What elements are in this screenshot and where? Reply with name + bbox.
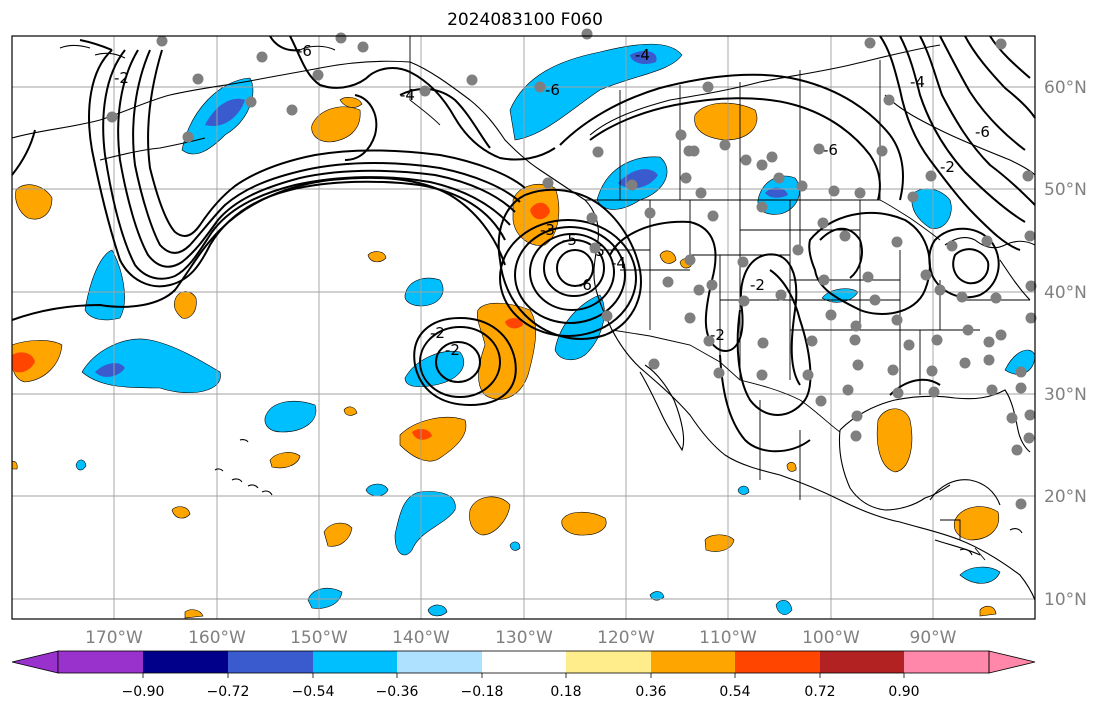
station-dots <box>106 28 1037 510</box>
lat-label: 60°N <box>1044 78 1087 98</box>
colorbar-tick: 0.54 <box>719 684 750 700</box>
lat-label: 30°N <box>1044 385 1087 405</box>
contour-label: -2 <box>445 341 460 359</box>
colorbar-tick: 0.72 <box>804 684 835 700</box>
map-title: 2024083100 F060 <box>447 10 603 30</box>
contour-label: -2 <box>114 69 129 87</box>
lon-label: 140°W <box>392 628 450 648</box>
contour-label: -6 <box>297 42 312 60</box>
contour-label: -4 <box>400 86 415 104</box>
lat-label: 40°N <box>1044 283 1087 303</box>
contour-label: -4 <box>910 73 925 91</box>
lon-label: 120°W <box>597 628 655 648</box>
colorbar: −0.90 −0.72 −0.54 −0.36 −0.18 0.18 0.36 … <box>11 650 1036 700</box>
lon-label: 150°W <box>290 628 348 648</box>
coastlines <box>11 44 1036 601</box>
longitude-labels: 170°W 160°W 150°W 140°W 130°W 120°W 110°… <box>85 628 957 648</box>
contour-label: -4 <box>635 46 650 64</box>
colorbar-swatch <box>566 651 651 673</box>
contour-label: -2 <box>430 324 445 342</box>
lat-label: 10°N <box>1044 590 1087 610</box>
colorbar-min-arrow <box>11 650 59 674</box>
colorbar-tick: 0.36 <box>635 684 666 700</box>
contour-label: -6 <box>975 123 990 141</box>
anomaly-shading <box>11 43 1036 619</box>
lon-label: 90°W <box>910 628 957 648</box>
colorbar-outline <box>57 650 990 674</box>
colorbar-tick: −0.36 <box>376 684 419 700</box>
lat-label: 50°N <box>1044 180 1087 200</box>
colorbar-max-arrow <box>988 650 1036 674</box>
contour-label: -2 <box>750 276 765 294</box>
colorbar-swatch <box>143 651 228 673</box>
graticule <box>12 36 1035 619</box>
contour-label: -5 <box>562 231 577 249</box>
lon-label: 130°W <box>495 628 553 648</box>
latitude-labels: 60°N 50°N 40°N 30°N 20°N 10°N <box>1044 78 1087 610</box>
contour-label: -6 <box>823 141 838 159</box>
contour-label: -6 <box>577 276 592 294</box>
colorbar-swatch <box>482 651 566 673</box>
colorbar-swatch <box>735 651 820 673</box>
lat-label: 20°N <box>1044 487 1087 507</box>
colorbar-tick: −0.18 <box>461 684 504 700</box>
colorbar-swatch <box>904 651 989 673</box>
colorbar-swatch <box>651 651 735 673</box>
colorbar-swatch <box>313 651 397 673</box>
height-contours <box>11 35 1036 453</box>
colorbar-swatch <box>397 651 482 673</box>
lon-label: 100°W <box>802 628 860 648</box>
colorbar-swatch <box>820 651 904 673</box>
lon-label: 170°W <box>85 628 143 648</box>
contour-labels: -2 -4 -6 -3 -6 -4 -2 -6 -2 -2 -6 -4 -2 -… <box>114 42 990 359</box>
contour-label: -6 <box>545 81 560 99</box>
colorbar-tick: −0.54 <box>292 684 335 700</box>
colorbar-swatch <box>58 651 143 673</box>
contour-label: -4 <box>611 254 626 272</box>
map-frame <box>11 35 1036 620</box>
colorbar-tick: −0.72 <box>207 684 250 700</box>
colorbar-swatch <box>228 651 313 673</box>
colorbar-tick: −0.90 <box>122 684 165 700</box>
lon-label: 160°W <box>188 628 246 648</box>
lon-label: 110°W <box>699 628 757 648</box>
colorbar-tick: 0.18 <box>550 684 581 700</box>
contour-label: -2 <box>940 158 955 176</box>
contour-label: -3 <box>540 221 555 239</box>
colorbar-tick: 0.90 <box>888 684 919 700</box>
